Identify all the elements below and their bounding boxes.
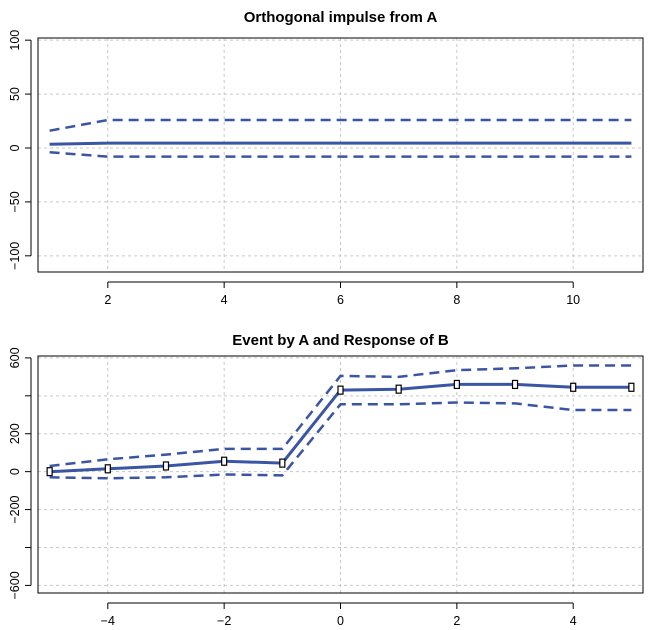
event-y-tick-label-4: 200: [8, 423, 22, 444]
event-y-tick-label-2: −200: [8, 495, 22, 523]
impulse-title: Orthogonal impulse from A: [244, 9, 438, 26]
event-x-tick-label-3: 2: [453, 614, 460, 628]
event-x-tick-label-0: −4: [101, 614, 115, 628]
event-point-9: [570, 382, 577, 392]
impulse-y-tick-label-1: −50: [8, 191, 22, 212]
event-point-6: [395, 384, 402, 394]
impulse-x-tick-label-2: 6: [337, 293, 344, 307]
event-point-4: [279, 458, 286, 468]
impulse-y-tick-label-0: −100: [8, 242, 22, 270]
event-point-3: [221, 456, 228, 466]
impulse-x-tick-label-3: 8: [453, 293, 460, 307]
event-plot-frame: [37, 355, 644, 594]
impulse-y-tick-label-4: 100: [8, 30, 22, 51]
event-point-8: [511, 379, 519, 390]
impulse-y-tick-label-2: 0: [8, 144, 22, 151]
impulse-x-tick-label-1: 4: [221, 293, 228, 307]
event-point-2: [162, 461, 170, 471]
impulse-x-tick-label-4: 10: [566, 293, 580, 307]
event-upper-line: [49, 364, 632, 468]
event-point-10: [628, 382, 635, 392]
impulse-x-tick-label-0: 2: [104, 293, 111, 307]
event-point-1: [104, 464, 111, 474]
event-x-tick-label-4: 4: [570, 614, 577, 628]
event-panel: −4 −2 0 2 4 −600 −200 0 200 600 Event by A and Res…: [8, 332, 644, 628]
impulse-panel: 2 4 6 8 10 −100 −50 0 50 100 Orthogonal impulse fr…: [8, 9, 644, 307]
impulse-lower-line: [49, 151, 632, 158]
event-title: Event by A and Response of B: [232, 332, 449, 349]
event-point-0: [46, 467, 53, 477]
event-point-5: [337, 385, 344, 395]
impulse-estimate-line: [49, 141, 632, 146]
event-lower-line: [49, 401, 632, 480]
event-x-tick-label-2: 0: [337, 614, 344, 628]
impulse-upper-line: [49, 118, 632, 132]
event-y-tick-label-6: 600: [8, 347, 22, 368]
event-y-tick-label-3: 0: [8, 468, 22, 475]
event-y-tick-label-0: −600: [8, 571, 22, 599]
impulse-plot-frame: [37, 37, 644, 273]
event-point-7: [453, 379, 460, 390]
event-x-tick-label-1: −2: [217, 614, 231, 628]
impulse-y-tick-label-3: 50: [8, 87, 22, 101]
